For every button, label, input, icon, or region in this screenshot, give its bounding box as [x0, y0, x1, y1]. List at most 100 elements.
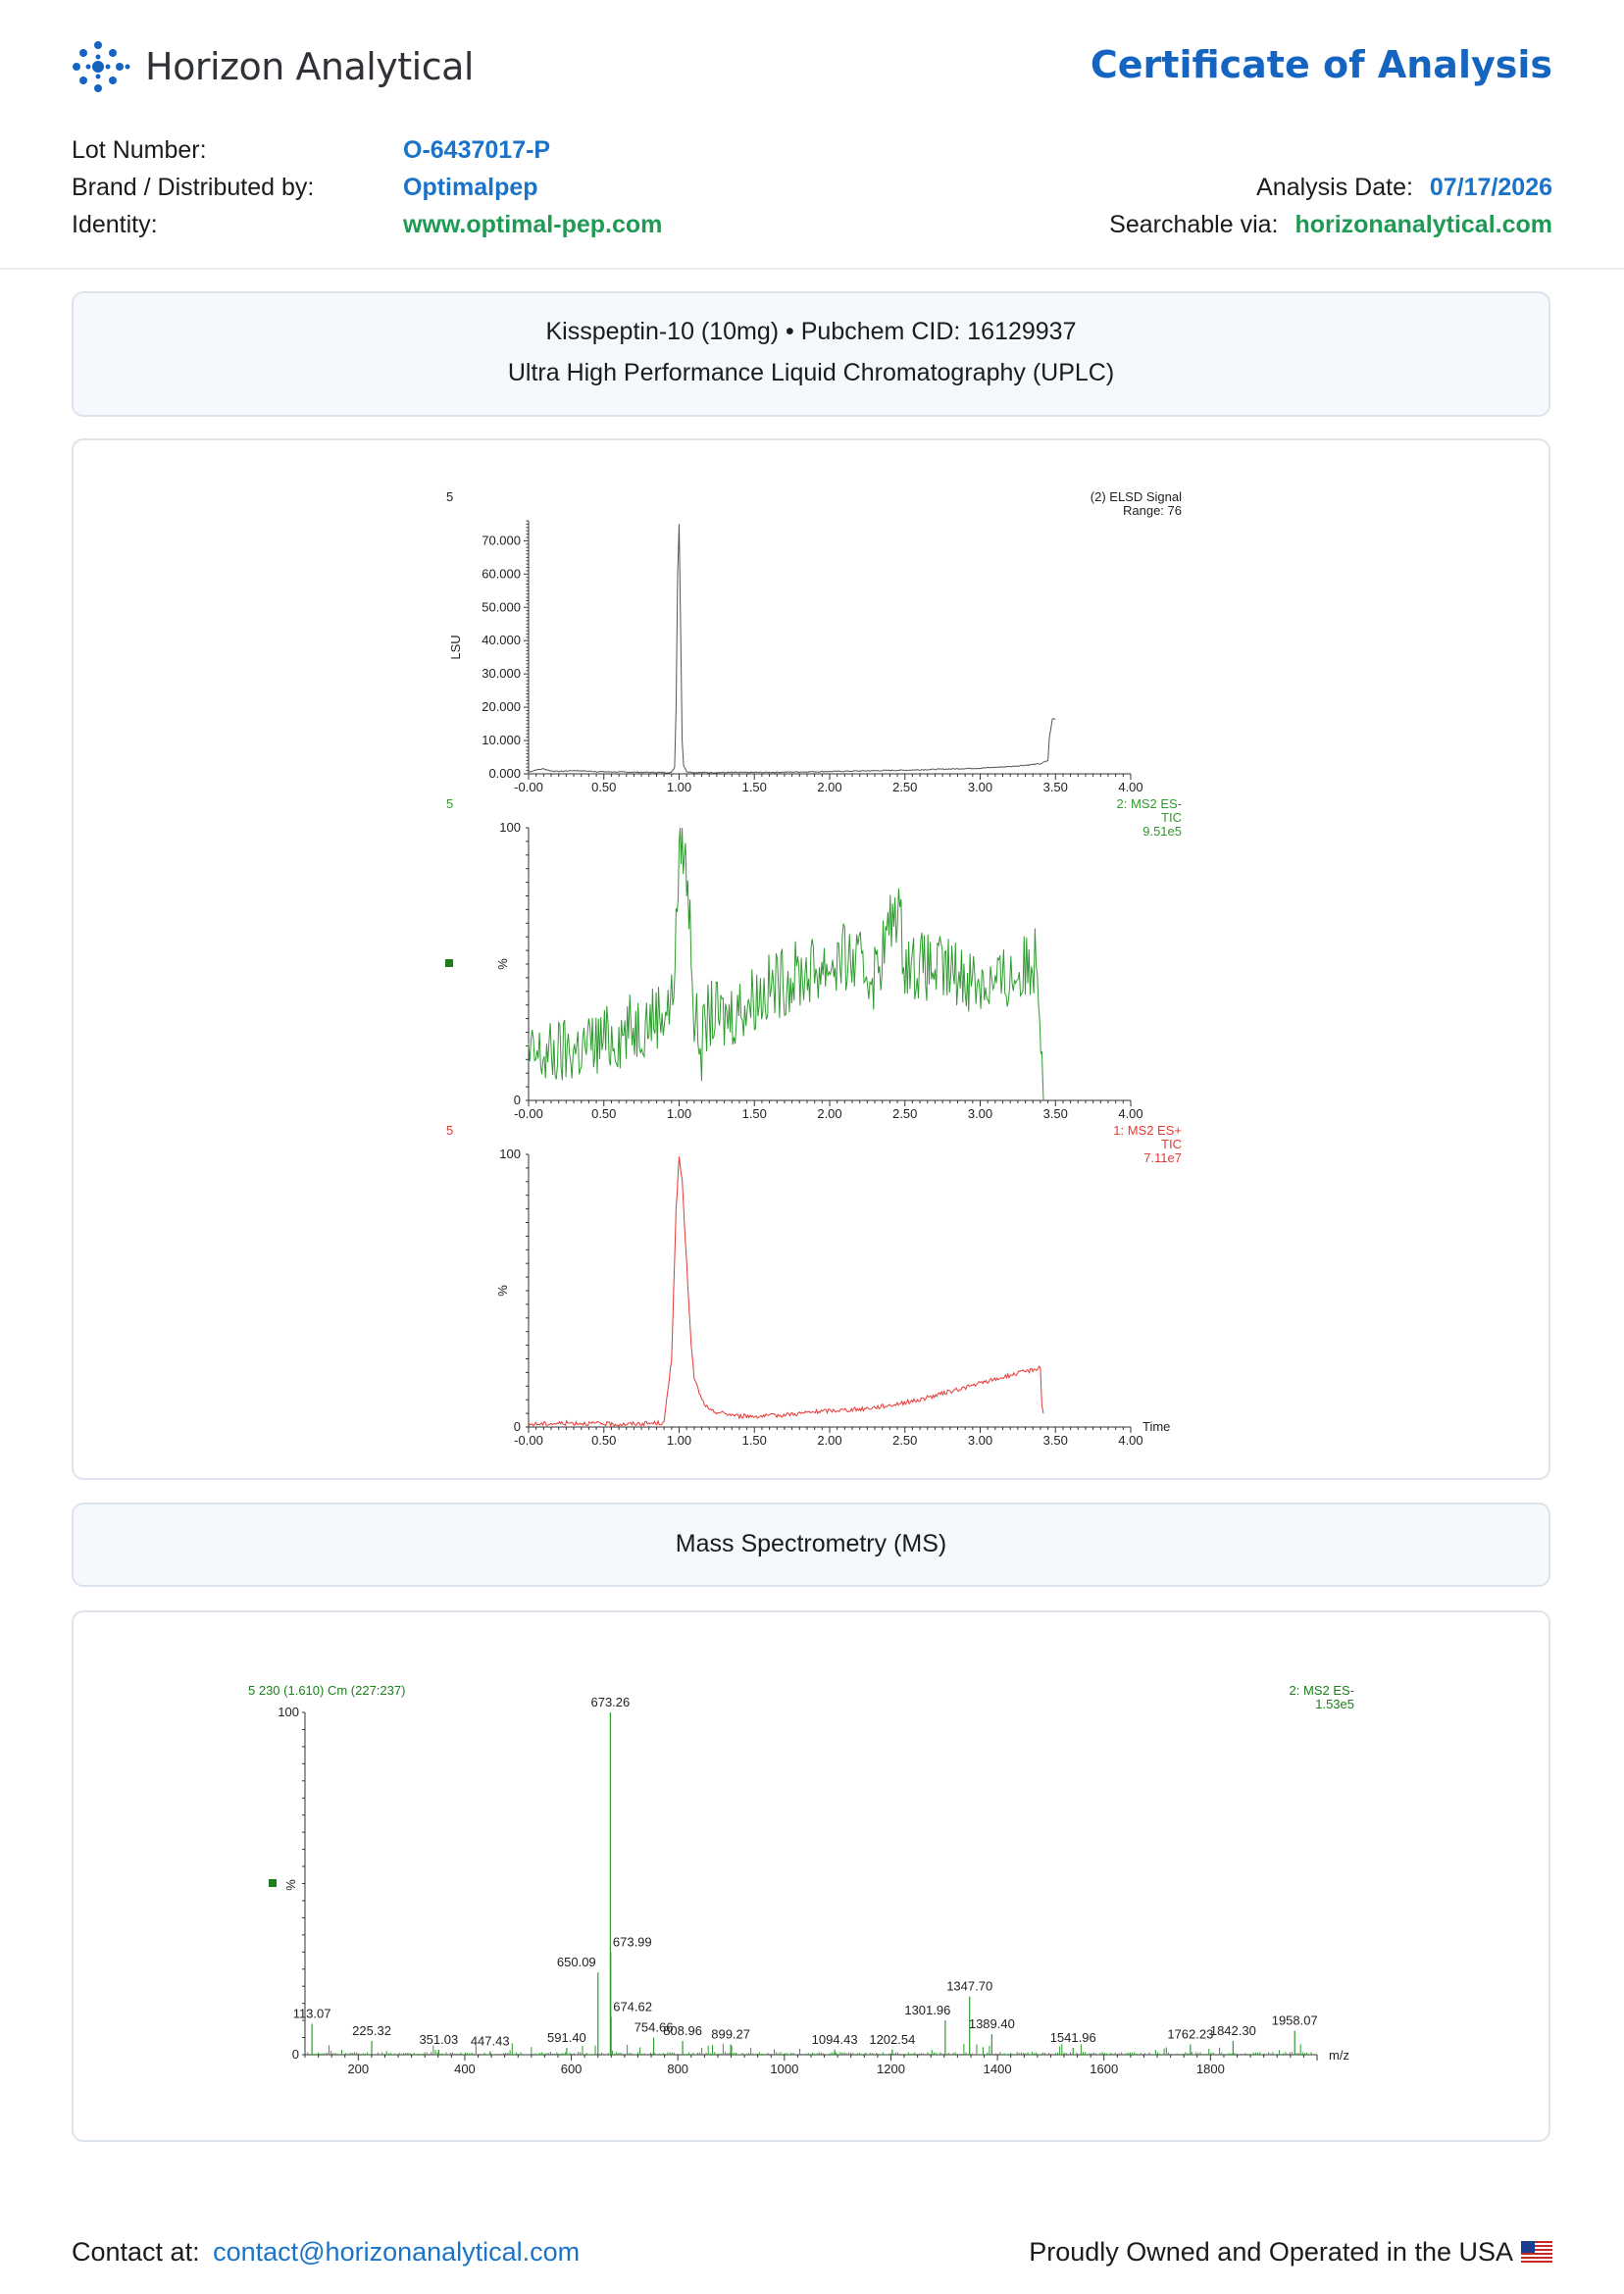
searchable-link[interactable]: horizonanalytical.com [1294, 211, 1552, 238]
searchable-via: Searchable via: horizonanalytical.com [1109, 211, 1552, 239]
brand-value: Optimalpep [403, 174, 538, 201]
x-tick-label: 1400 [984, 2062, 1012, 2076]
x-tick-label: 400 [454, 2062, 476, 2076]
x-tick-label: 3.50 [1043, 780, 1068, 794]
x-tick-label: -0.00 [514, 780, 543, 794]
y-tick-label: 50.000 [482, 599, 521, 614]
peak-label: 673.99 [613, 1934, 652, 1949]
peak-label: 674.62 [613, 2000, 652, 2014]
x-tick-label: 2.00 [817, 1433, 841, 1448]
x-tick-label: 2.50 [892, 1433, 917, 1448]
peak-label: 113.07 [293, 2007, 331, 2021]
y-tick-label: 20.000 [482, 699, 521, 714]
x-tick-label: 1200 [877, 2062, 905, 2076]
peak-label: 808.96 [663, 2023, 702, 2038]
x-tick-label: 1800 [1196, 2062, 1225, 2076]
legend-text: 2: MS2 ES- [1117, 796, 1182, 811]
y-axis-label: % [283, 1879, 298, 1891]
uplc-method-line: Ultra High Performance Liquid Chromatogr… [507, 359, 1115, 386]
x-tick-label: 600 [561, 2062, 583, 2076]
x-tick-label: 1.00 [667, 1433, 691, 1448]
peak-label: 754.66 [634, 2020, 674, 2035]
peak-label: 1842.30 [1210, 2023, 1256, 2038]
x-tick-label: 4.00 [1118, 780, 1142, 794]
y-tick-label: 100 [499, 820, 521, 835]
peak-label: 225.32 [352, 2023, 391, 2038]
peak-label: 351.03 [419, 2032, 458, 2047]
legend-text: 2: MS2 ES- [1290, 1683, 1354, 1698]
ms-chart-box: 5 230 (1.610) Cm (227:237) 2: MS2 ES- 1.53… [72, 1610, 1550, 2142]
y-tick-label: 100 [278, 1705, 299, 1719]
document-title: Certificate of Analysis [1090, 43, 1552, 86]
identity-link[interactable]: www.optimal-pep.com [403, 211, 663, 238]
legend-text: 7.11e7 [1143, 1150, 1182, 1165]
panel-corner-label: 5 [446, 489, 453, 504]
peak-label: 899.27 [711, 2027, 750, 2042]
y-tick-label: 0 [292, 2047, 299, 2062]
peak-label: 673.26 [590, 1695, 630, 1709]
uplc-chromatograms: 5 -0.00 0.50 1.00 1.50 2.00 2.50 3.00 3.50 4.00 0.… [445, 489, 1182, 1448]
x-tick-label: 0.50 [591, 1433, 616, 1448]
usa-text: Proudly Owned and Operated in the USA [1029, 2237, 1513, 2267]
peak-label: 1094.43 [812, 2032, 858, 2047]
x-tick-label: 4.00 [1118, 1106, 1142, 1121]
contact-email-link[interactable]: contact@horizonanalytical.com [213, 2237, 581, 2267]
peak-label: 1301.96 [904, 2003, 950, 2017]
y-tick-label: 0.000 [488, 766, 521, 781]
x-tick-label: 1.00 [667, 1106, 691, 1121]
legend-text: 9.51e5 [1142, 824, 1182, 839]
peak-label: 447.43 [471, 2034, 510, 2049]
x-tick-label: 3.00 [968, 780, 992, 794]
x-tick-label: 0.50 [591, 1106, 616, 1121]
peak-label: 1347.70 [946, 1979, 992, 1994]
us-flag-icon [1521, 2240, 1552, 2265]
ms-plot: 5 230 (1.610) Cm (227:237) 2: MS2 ES-1.53… [248, 1683, 1354, 2076]
y-tick-label: 0 [514, 1419, 521, 1434]
x-tick-label: 0.50 [591, 780, 616, 794]
analysis-date-value: 07/17/2026 [1429, 174, 1552, 201]
x-tick-label: 1.50 [742, 780, 767, 794]
legend-marker-icon [269, 1879, 277, 1887]
legend-marker-icon [445, 959, 453, 967]
y-tick-label: 100 [499, 1147, 521, 1161]
y-axis-label: % [495, 1285, 510, 1297]
x-tick-label: 1.50 [742, 1433, 767, 1448]
x-tick-label: 3.00 [968, 1106, 992, 1121]
x-tick-label: 3.50 [1043, 1106, 1068, 1121]
x-tick-label: 4.00 [1118, 1433, 1142, 1448]
x-tick-label: -0.00 [514, 1106, 543, 1121]
x-tick-label: 1.50 [742, 1106, 767, 1121]
product-line: Kisspeptin-10 (10mg) • Pubchem CID: 1612… [545, 318, 1077, 345]
footer-contact: Contact at: contact@horizonanalytical.co… [72, 2237, 580, 2268]
uplc-chart-box: 5 -0.00 0.50 1.00 1.50 2.00 2.50 3.00 3.50 4.00 0.… [72, 438, 1550, 1480]
legend-text: 1.53e5 [1315, 1697, 1354, 1711]
x-axis-label: m/z [1329, 2048, 1349, 2063]
contact-label: Contact at: [72, 2237, 200, 2267]
x-tick-label: 3.00 [968, 1433, 992, 1448]
y-axis-label: LSU [448, 635, 463, 659]
x-tick-label: 2.50 [892, 1106, 917, 1121]
x-tick-label: 3.50 [1043, 1433, 1068, 1448]
series-line [528, 1156, 1044, 1428]
y-axis-label: % [495, 958, 510, 970]
lot-number-label: Lot Number: [72, 136, 207, 164]
y-tick-label: 30.000 [482, 666, 521, 681]
peak-label: 591.40 [547, 2030, 586, 2045]
x-tick-label: 1.00 [667, 780, 691, 794]
y-tick-label: 60.000 [482, 566, 521, 581]
legend-text: TIC [1161, 1137, 1182, 1151]
mass-spectrum: 5 230 (1.610) Cm (227:237) 2: MS2 ES-1.53… [248, 1683, 1354, 2076]
ms-section-title: Mass Spectrometry (MS) [675, 1530, 947, 1557]
chromatogram-panel-1: 5 -0.00 0.50 1.00 1.50 2.00 2.50 3.00 3.50 4.00 0.… [446, 489, 1182, 794]
ms-header-label: 5 230 (1.610) Cm (227:237) [248, 1683, 405, 1698]
peak-label: 1958.07 [1272, 2014, 1318, 2028]
peak-label: 1202.54 [869, 2032, 915, 2047]
peak-label: 1762.23 [1167, 2027, 1213, 2042]
molecule-dots-icon [73, 41, 130, 92]
panel-corner-label: 5 [446, 1123, 453, 1138]
y-tick-label: 0 [514, 1093, 521, 1107]
x-tick-label: 200 [347, 2062, 369, 2076]
legend-text: (2) ELSD Signal [1091, 489, 1182, 504]
searchable-label: Searchable via: [1109, 211, 1279, 238]
analysis-date-label: Analysis Date: [1256, 174, 1413, 201]
